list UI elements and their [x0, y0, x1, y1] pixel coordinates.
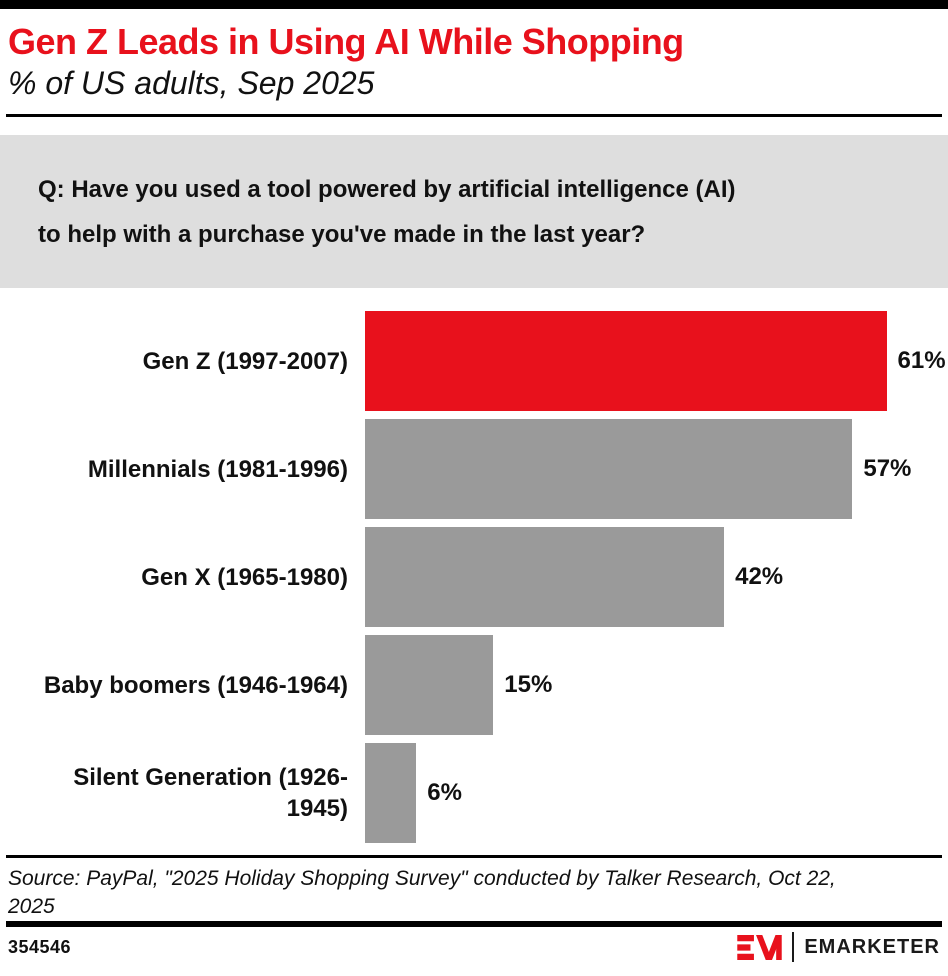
category-label-silent-generation: Silent Generation (1926-1945): [73, 764, 348, 822]
source-line-1: Source: PayPal, "2025 Holiday Shopping S…: [8, 867, 836, 890]
bar-area: 61%: [365, 311, 946, 411]
chart-subtitle: % of US adults, Sep 2025: [8, 65, 375, 101]
chart-id: 354546: [8, 936, 72, 957]
bar-area: 15%: [365, 635, 552, 735]
category-label-millennials: Millennials (1981-1996): [87, 455, 348, 483]
header-divider: [6, 114, 942, 117]
value-label-gen-z: 61%: [897, 347, 946, 374]
category-label-gen-x: Gen X (1965-1980): [141, 563, 348, 591]
logo-separator: [792, 932, 795, 962]
bar-area: 6%: [365, 743, 462, 843]
bar-gen-x: [365, 527, 725, 627]
footer: 354546 EMARKETER: [0, 927, 948, 967]
footer-divider: [6, 921, 942, 927]
category-label-gen-z: Gen Z (1997-2007): [142, 347, 348, 375]
chart-title: Gen Z Leads in Using AI While Shopping: [8, 21, 684, 62]
bar-gen-z: [365, 311, 887, 411]
emarketer-logo-icon: [737, 934, 783, 960]
question-line-2: to help with a purchase you've made in t…: [38, 221, 646, 248]
bar-millennials: [365, 419, 853, 519]
source-note: Source: PayPal, "2025 Holiday Shopping S…: [0, 865, 948, 921]
bar-row-gen-x: Gen X (1965-1980) 42%: [16, 527, 948, 627]
question-line-1: Q: Have you used a tool powered by artif…: [38, 176, 736, 203]
value-label-silent-generation: 6%: [427, 779, 462, 806]
bar-row-silent-generation: Silent Generation (1926-1945) 6%: [16, 743, 948, 843]
top-black-bar: [0, 0, 948, 9]
brand-name: EMARKETER: [804, 935, 940, 958]
bar-area: 57%: [365, 419, 911, 519]
bar-row-gen-z: Gen Z (1997-2007) 61%: [16, 311, 948, 411]
value-label-millennials: 57%: [863, 455, 912, 482]
bar-chart: Gen Z (1997-2007) 61% Millennials (1981-…: [0, 311, 948, 843]
source-line-2: 2025: [8, 895, 55, 918]
chart-header: Gen Z Leads in Using AI While Shopping %…: [0, 9, 948, 103]
bar-row-millennials: Millennials (1981-1996) 57%: [16, 419, 948, 519]
value-label-baby-boomers: 15%: [504, 671, 553, 698]
emarketer-brand: EMARKETER: [737, 932, 940, 962]
bar-area: 42%: [365, 527, 783, 627]
value-label-gen-x: 42%: [735, 563, 784, 590]
category-label-baby-boomers: Baby boomers (1946-1964): [43, 671, 348, 699]
question-box: Q: Have you used a tool powered by artif…: [0, 135, 948, 288]
source-divider: [6, 855, 942, 858]
bar-baby-boomers: [365, 635, 494, 735]
bar-row-baby-boomers: Baby boomers (1946-1964) 15%: [16, 635, 948, 735]
bar-silent-generation: [365, 743, 417, 843]
